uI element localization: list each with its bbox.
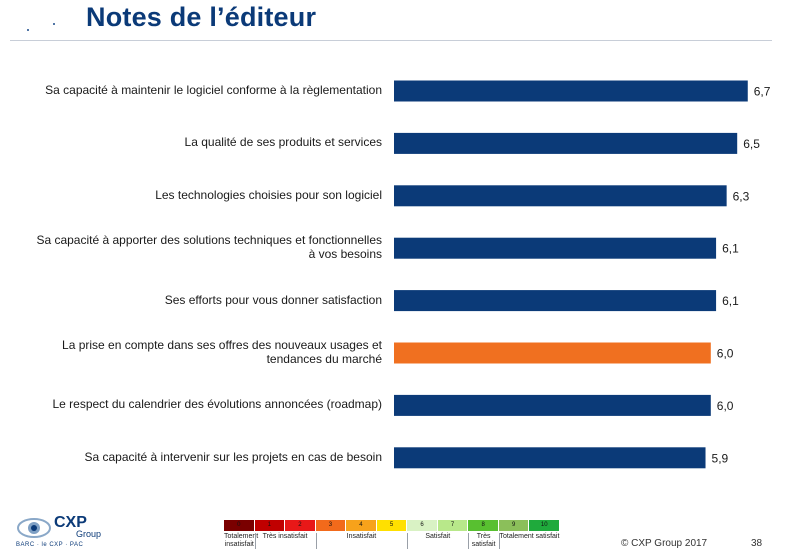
satisfaction-scale: 0 1 2 3 4 5 6 7 8 9 10 Totalement insatisfait Très … — [224, 520, 561, 551]
category-label-line: Sa capacité à maintenir le logiciel conf… — [45, 83, 382, 97]
category-label-line: Sa capacité à apporter des solutions tec… — [36, 233, 382, 248]
scale-category-label: Totalement insatisfait — [224, 533, 259, 548]
scale-cell-2: 2 — [285, 520, 316, 531]
value-label-4: 6,1 — [722, 242, 739, 256]
category-label-7: Le respect du calendrier des évolutions … — [0, 397, 382, 411]
logo-tagline: BARC · le CXP · PAC — [16, 542, 84, 548]
scale-category-label: Très insatisfait — [262, 533, 308, 540]
value-label-2: 6,5 — [743, 137, 760, 151]
category-label-5: Ses efforts pour vous donner satisfactio… — [0, 293, 382, 307]
scale-separator — [468, 533, 470, 549]
scale-separator — [254, 533, 256, 549]
cxp-logo: CXP Group BARC · le CXP · PAC — [16, 514, 116, 552]
page-number: 38 — [751, 538, 763, 549]
value-label-1: 6,7 — [754, 85, 771, 99]
value-label-8: 5,9 — [712, 451, 729, 465]
title-decoration — [24, 18, 64, 32]
scale-separator — [315, 533, 317, 549]
category-label-8: Sa capacité à intervenir sur les projets… — [0, 449, 383, 464]
scale-cell-10: 10 — [529, 520, 561, 531]
bar-8 — [394, 447, 706, 469]
category-label-line: à vos besoins — [308, 247, 382, 262]
value-label-5: 6,1 — [722, 294, 739, 308]
value-label-6: 6,0 — [717, 347, 734, 361]
eye-logo-icon — [17, 518, 51, 538]
bar-2 — [394, 132, 738, 154]
category-label-line: Sa capacité à intervenir sur les projets… — [84, 449, 383, 464]
category-label-line: Le respect du calendrier des évolutions … — [52, 397, 382, 412]
value-label-7: 6,0 — [717, 399, 734, 413]
title-divider — [10, 40, 772, 41]
category-label-line: La prise en compte dans ses offres des n… — [62, 338, 382, 352]
logo-subtext: Group — [76, 529, 102, 539]
category-label-4: Sa capacité à apporter des solutions tec… — [0, 233, 382, 261]
scale-separator — [498, 533, 500, 549]
scale-cell-8: 8 — [468, 520, 499, 531]
scale-cell-7: 7 — [437, 520, 469, 531]
scale-cell-6: 6 — [407, 520, 438, 531]
bar-7 — [394, 394, 711, 416]
scale-cell-9: 9 — [498, 520, 530, 531]
bar-3 — [394, 185, 727, 207]
scale-category-label: Insatisfait — [346, 533, 377, 540]
category-label-6: La prise en compte dans ses offres des n… — [0, 338, 382, 366]
scale-legend: Totalement insatisfait Très insatisfait In… — [224, 531, 560, 551]
scale-category-label: Totalement satisfait — [499, 533, 560, 540]
category-label-3: Les technologies choisies pour son logic… — [0, 188, 382, 202]
scale-category-label: Très satisfait — [471, 533, 496, 548]
category-label-line: tendances du marché — [266, 352, 382, 366]
copyright: © CXP Group 2017 — [621, 538, 708, 549]
scale-category-label: Satisfait — [425, 533, 451, 540]
bar-5 — [394, 290, 717, 312]
bar-chart: 6,7 6,5 6,3 6,1 6,1 6,0 6,0 5,9 — [394, 80, 771, 469]
category-label-1: Sa capacité à maintenir le logiciel conf… — [0, 83, 382, 97]
category-label-line: Les technologies choisies pour son logic… — [155, 187, 382, 202]
scale-cell-1: 1 — [254, 520, 286, 531]
scale-bar: 0 1 2 3 4 5 6 7 8 9 10 — [224, 520, 561, 531]
logo-text: CXP — [54, 514, 87, 531]
bar-1 — [394, 80, 748, 102]
bar-6 — [394, 342, 711, 364]
scale-cell-5: 5 — [376, 520, 408, 531]
page-title: Notes de l’éditeur — [86, 2, 317, 32]
scale-cell-3: 3 — [315, 520, 347, 531]
scale-cell-4: 4 — [346, 520, 377, 531]
category-label-2: La qualité de ses produits et services — [0, 135, 382, 149]
scale-separator — [407, 533, 409, 549]
category-label-line: La qualité de ses produits et services — [184, 135, 382, 150]
scale-cell-0: 0 — [224, 520, 255, 531]
value-label-3: 6,3 — [733, 189, 750, 203]
bar-4 — [394, 237, 717, 259]
category-label-line: Ses efforts pour vous donner satisfactio… — [164, 292, 382, 307]
